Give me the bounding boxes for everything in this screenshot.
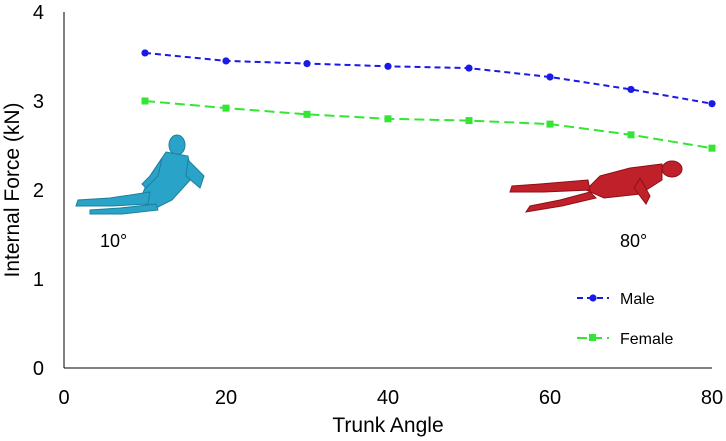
x-tick-labels: 0 20 40 60 80 xyxy=(58,387,723,409)
y-tick-label: 3 xyxy=(33,91,44,113)
y-tick-label: 0 xyxy=(33,358,44,380)
series-layer xyxy=(141,49,716,152)
data-point-female xyxy=(627,131,635,139)
y-tick-label: 1 xyxy=(33,269,44,291)
annotation-80-degree: 80° xyxy=(620,231,647,251)
data-point-male xyxy=(222,57,230,65)
data-point-female xyxy=(465,117,473,125)
data-point-female xyxy=(384,115,392,123)
y-tick-label: 2 xyxy=(33,180,44,202)
data-point-female xyxy=(141,97,149,105)
legend-female-marker xyxy=(589,334,596,341)
data-point-male xyxy=(546,73,554,81)
series-line-female xyxy=(144,100,713,150)
y-axis-title: Internal Force (kN) xyxy=(1,102,24,277)
series-line-male xyxy=(144,51,713,105)
x-tick-label: 40 xyxy=(377,387,399,409)
x-tick-label: 60 xyxy=(539,387,561,409)
annotation-10-degree: 10° xyxy=(100,231,127,251)
data-point-male xyxy=(708,100,716,108)
reclined-human-model-blue-icon xyxy=(75,134,205,215)
y-tick-labels: 0 1 2 3 4 xyxy=(33,2,44,380)
legend-male-marker xyxy=(589,294,597,302)
data-point-male xyxy=(465,64,473,72)
data-point-female xyxy=(222,104,230,112)
legend-male-label: Male xyxy=(620,291,655,308)
data-point-male xyxy=(384,62,392,70)
data-point-male xyxy=(141,49,149,57)
legend-female-label: Female xyxy=(620,331,673,348)
data-point-female xyxy=(303,110,311,118)
data-point-female xyxy=(546,120,554,128)
reclined-human-model-red-icon xyxy=(509,160,683,213)
legend: Male Female xyxy=(577,291,673,348)
data-point-male xyxy=(303,60,311,68)
data-point-female xyxy=(708,144,716,152)
data-point-male xyxy=(627,85,635,94)
x-axis-title: Trunk Angle xyxy=(332,414,443,437)
x-tick-label: 80 xyxy=(701,387,723,409)
x-tick-label: 0 xyxy=(58,387,69,409)
x-tick-label: 20 xyxy=(215,387,237,409)
y-tick-label: 4 xyxy=(33,2,44,24)
